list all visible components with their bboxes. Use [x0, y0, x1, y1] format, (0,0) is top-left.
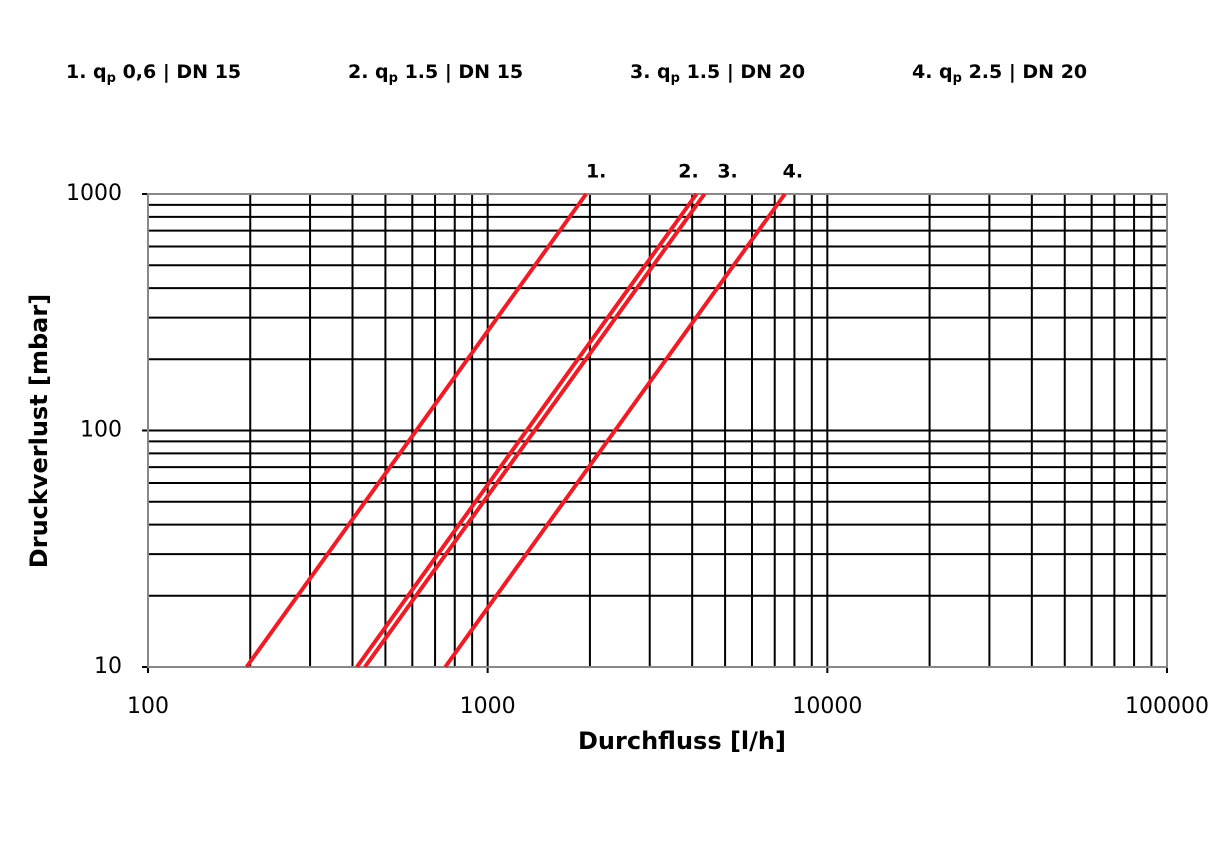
- series-line: [355, 192, 699, 669]
- line-label: 2.: [678, 161, 698, 183]
- legend-entry: 2. qp 1.5 | DN 15: [348, 61, 523, 86]
- x-tick-label: 1000: [460, 694, 516, 719]
- line-label: 4.: [783, 161, 803, 183]
- y-axis-label: Druckverlust [mbar]: [25, 294, 53, 568]
- x-tick-label: 100000: [1125, 694, 1209, 719]
- legend-text-part: p: [953, 71, 962, 86]
- x-tick-label: 10000: [792, 694, 862, 719]
- legend-text-part: 1. q: [66, 61, 107, 83]
- legend-text-part: p: [107, 71, 116, 86]
- series-line: [363, 192, 707, 669]
- legend-text-part: 1.5 | DN 15: [398, 61, 523, 83]
- legend-text-part: 3. q: [630, 61, 671, 83]
- series-line: [244, 192, 588, 669]
- legend-text-part: 2. q: [348, 61, 389, 83]
- y-tick-label: 100: [80, 418, 122, 443]
- legend-text-part: p: [671, 71, 680, 86]
- legend-text-part: 2.5 | DN 20: [962, 61, 1087, 83]
- legend-text-part: 1.5 | DN 20: [680, 61, 805, 83]
- legend-text-part: p: [389, 71, 398, 86]
- legend-text-part: 4. q: [912, 61, 953, 83]
- legend-text-part: 0,6 | DN 15: [116, 61, 241, 83]
- x-tick-label: 100: [127, 694, 169, 719]
- line-label: 1.: [586, 161, 606, 183]
- legend-entry: 4. qp 2.5 | DN 20: [912, 61, 1087, 86]
- y-tick-label: 1000: [66, 181, 122, 206]
- legend-entry: 3. qp 1.5 | DN 20: [630, 61, 805, 86]
- x-axis-label: Durchfluss [l/h]: [578, 727, 786, 755]
- series-line: [443, 192, 787, 669]
- y-tick-label: 10: [94, 654, 122, 679]
- line-label: 3.: [717, 161, 737, 183]
- legend-entry: 1. qp 0,6 | DN 15: [66, 61, 241, 86]
- plot-frame: [147, 193, 1168, 668]
